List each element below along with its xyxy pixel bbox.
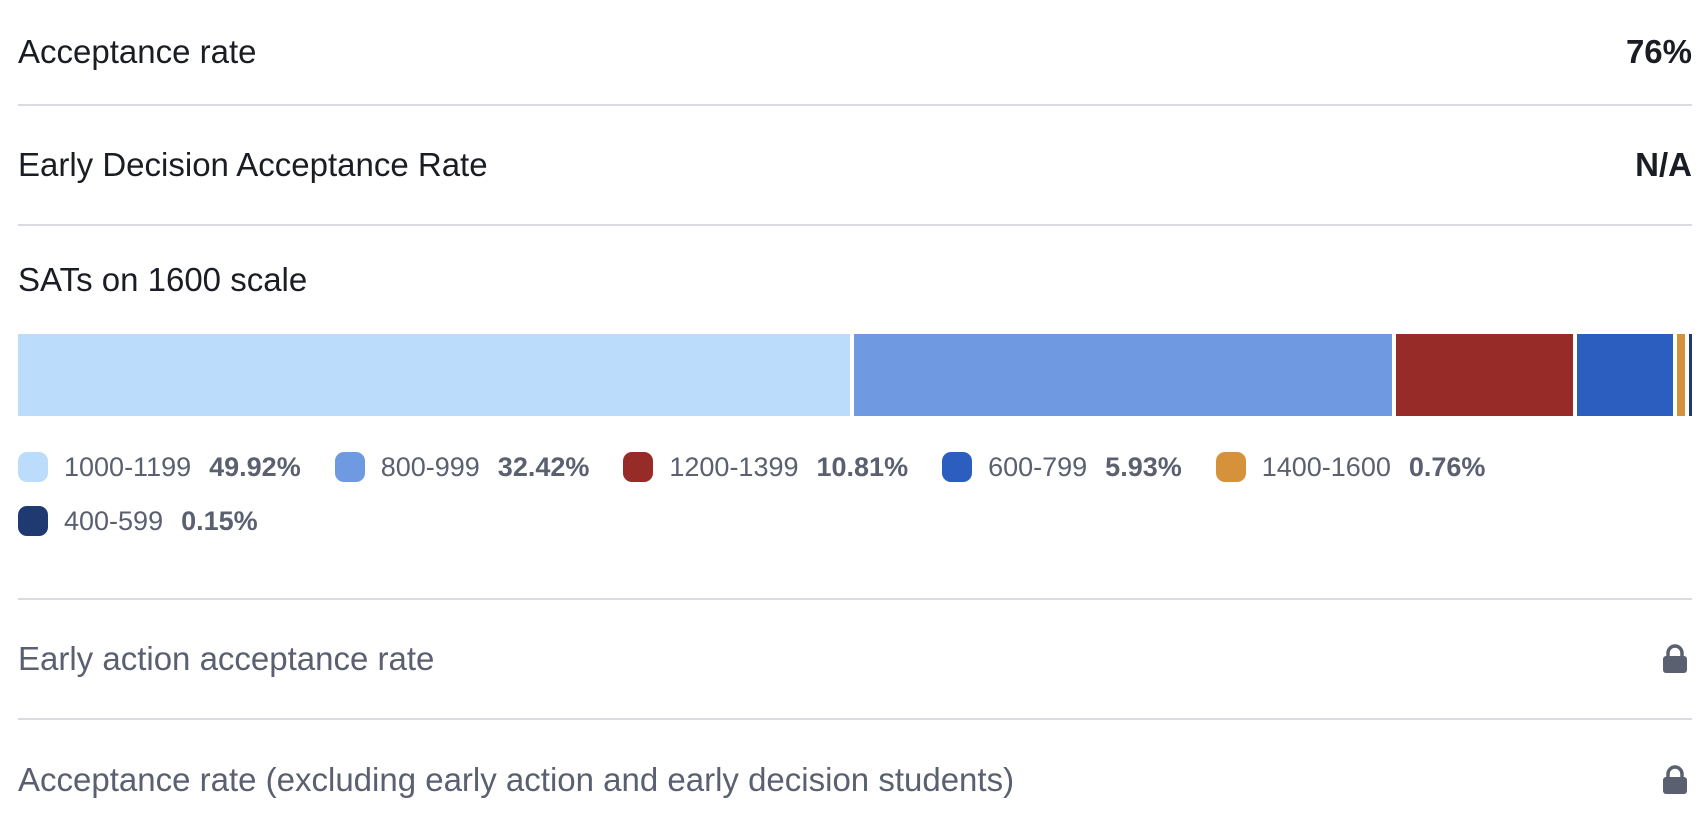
legend-swatch (18, 452, 48, 482)
excluding-early-row: Acceptance rate (excluding early action … (18, 720, 1692, 840)
sat-bar-segment-1200-1399 (1396, 334, 1578, 416)
acceptance-rate-label: Acceptance rate (18, 33, 257, 70)
legend-item: 1400-1600 0.76% (1215, 450, 1486, 484)
sat-title: SATs on 1600 scale (18, 261, 308, 298)
legend-percentage: 10.81% (816, 451, 909, 482)
sat-bar-segment-1000-1199 (18, 334, 854, 416)
legend-percentage: 5.93% (1105, 451, 1182, 482)
sat-stacked-bar (18, 334, 1692, 416)
legend-swatch (623, 452, 654, 482)
legend-item: 400-599 0.15% (18, 504, 258, 538)
legend-swatch (18, 506, 48, 536)
early-decision-row: Early Decision Acceptance Rate N/A (18, 106, 1692, 226)
legend-percentage: 49.92% (209, 451, 301, 482)
early-action-label: Early action acceptance rate (18, 640, 435, 677)
sat-bar-segment-1400-1600 (1676, 334, 1690, 416)
sat-legend: 1000-1199 49.92% 800-999 32.42% 1200-1399 10.… (18, 450, 1692, 538)
legend-label: 1400-1600 (1261, 451, 1391, 482)
legend-swatch (334, 452, 365, 482)
legend-item: 800-999 32.42% (334, 450, 590, 484)
legend-label: 800-999 (380, 451, 480, 482)
legend-item: 1000-1199 49.92% (18, 450, 301, 484)
lock-icon (1662, 644, 1688, 674)
sat-bar-segment-600-799 (1577, 334, 1677, 416)
legend-swatch (942, 452, 973, 482)
early-decision-label: Early Decision Acceptance Rate (18, 146, 488, 183)
legend-label: 1000-1199 (64, 451, 192, 482)
early-decision-value: N/A (1635, 146, 1692, 183)
legend-item: 600-799 5.93% (942, 450, 1182, 484)
sat-bar-segment-400-599 (1689, 334, 1692, 416)
acceptance-rate-row: Acceptance rate 76% (18, 0, 1692, 106)
legend-swatch (1215, 452, 1246, 482)
admissions-stats: Acceptance rate 76% Early Decision Accep… (18, 0, 1692, 840)
acceptance-rate-value: 76% (1625, 33, 1692, 70)
lock-icon (1662, 765, 1688, 795)
sat-bar-segment-800-999 (853, 334, 1397, 416)
legend-percentage: 0.15% (181, 505, 258, 536)
legend-percentage: 32.42% (497, 451, 590, 482)
sat-distribution: SATs on 1600 scale 1000-1199 49.92% 800-99… (18, 226, 1692, 600)
legend-item: 1200-1399 10.81% (623, 450, 908, 484)
legend-percentage: 0.76% (1408, 451, 1486, 482)
legend-label: 400-599 (64, 505, 164, 536)
legend-label: 1200-1399 (669, 451, 799, 482)
early-action-row: Early action acceptance rate (18, 600, 1692, 720)
legend-label: 600-799 (988, 451, 1088, 482)
excluding-early-label: Acceptance rate (excluding early action … (18, 761, 1015, 798)
